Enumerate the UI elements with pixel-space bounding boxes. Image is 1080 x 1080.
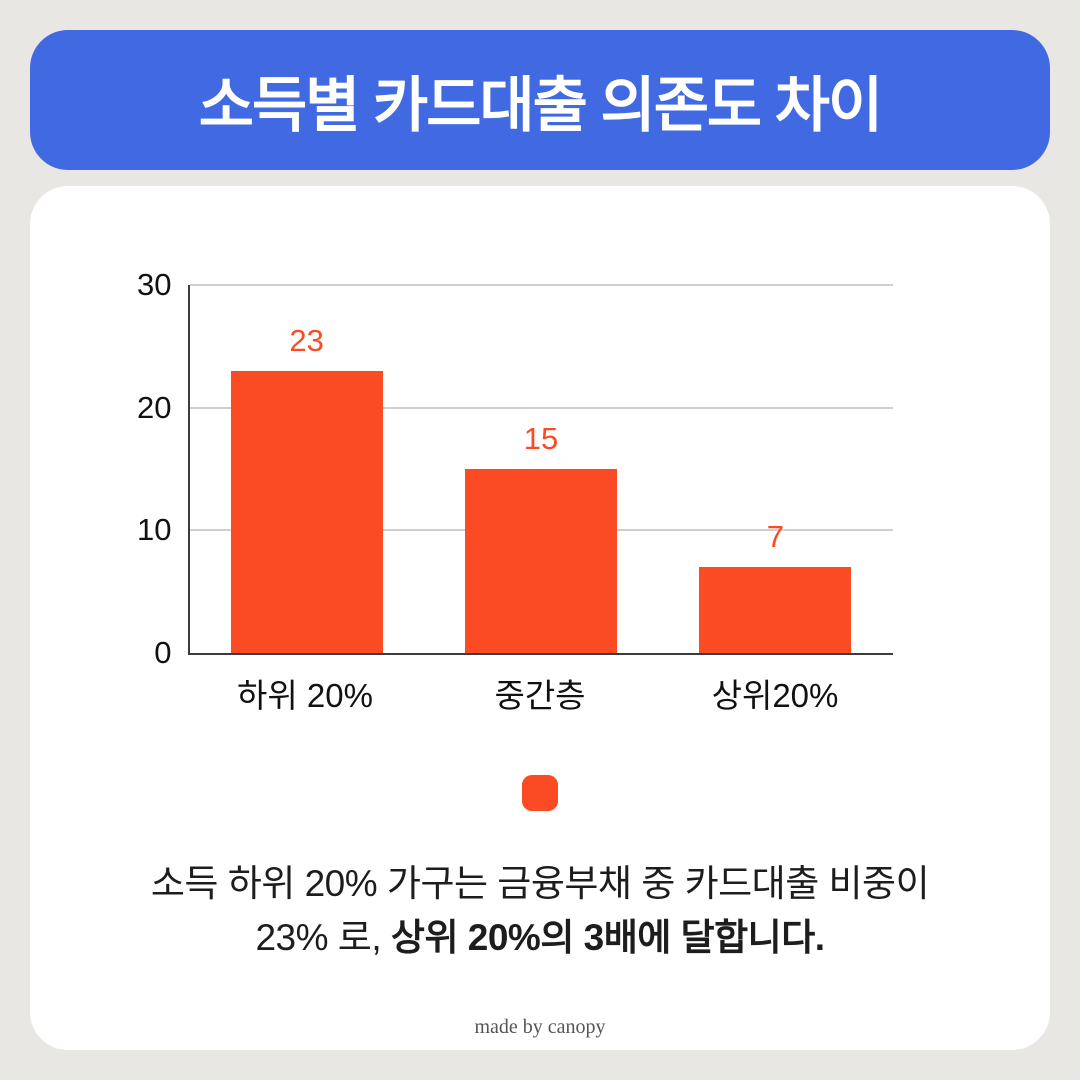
bar-value-label: 7 <box>766 519 784 555</box>
description-line1: 소득 하위 20% 가구는 금융부채 중 카드대출 비중이 <box>150 863 930 904</box>
gridline <box>189 284 893 286</box>
x-tick-label: 하위 20% <box>237 677 373 714</box>
y-tick-label: 0 <box>154 635 172 670</box>
title-banner: 소득별 카드대출 의존도 차이 <box>30 30 1050 170</box>
credit-text: made by canopy <box>474 1016 606 1039</box>
description-line2-normal: 23% 로, <box>255 916 391 958</box>
y-tick-label: 30 <box>137 267 172 302</box>
gridline <box>189 406 893 409</box>
bar-slot: 15 <box>424 285 658 653</box>
bars: 23 15 7 <box>190 285 893 653</box>
bar-chart: 0 10 20 30 23 15 7 하위 20% 중간층 상위20% <box>137 267 893 717</box>
bar-value-label: 23 <box>289 322 324 358</box>
bar-slot: 23 <box>190 285 424 653</box>
page-title: 소득별 카드대출 의존도 차이 <box>198 71 883 139</box>
bar-slot: 7 <box>658 285 892 653</box>
x-tick-label: 중간층 <box>494 677 586 714</box>
y-tick-label: 20 <box>137 389 172 425</box>
content-card: 0 10 20 30 23 15 7 하위 20% 중간층 상위20% 소득 하위 20% 가… <box>30 186 1050 1050</box>
x-tick-label: 상위20% <box>711 677 839 714</box>
description-line2: 23% 로, 상위 20%의 3배에 달합니다. <box>30 911 1050 965</box>
plot-area: 0 10 20 30 23 15 7 <box>137 267 893 670</box>
bar-value-label: 15 <box>523 421 559 456</box>
x-axis-labels: 하위 20% 중간층 상위20% <box>188 669 893 717</box>
y-tick-label: 10 <box>137 512 172 548</box>
legend-marker <box>522 775 558 811</box>
bar: 7 <box>699 519 852 653</box>
bar: 23 <box>230 323 383 653</box>
chart-description: 소득 하위 20% 가구는 금융부채 중 카드대출 비중이 23% 로, 상위 … <box>30 857 1050 964</box>
bar: 15 <box>464 421 617 653</box>
description-line2-bold: 상위 20%의 3배에 달합니다. <box>390 916 825 958</box>
